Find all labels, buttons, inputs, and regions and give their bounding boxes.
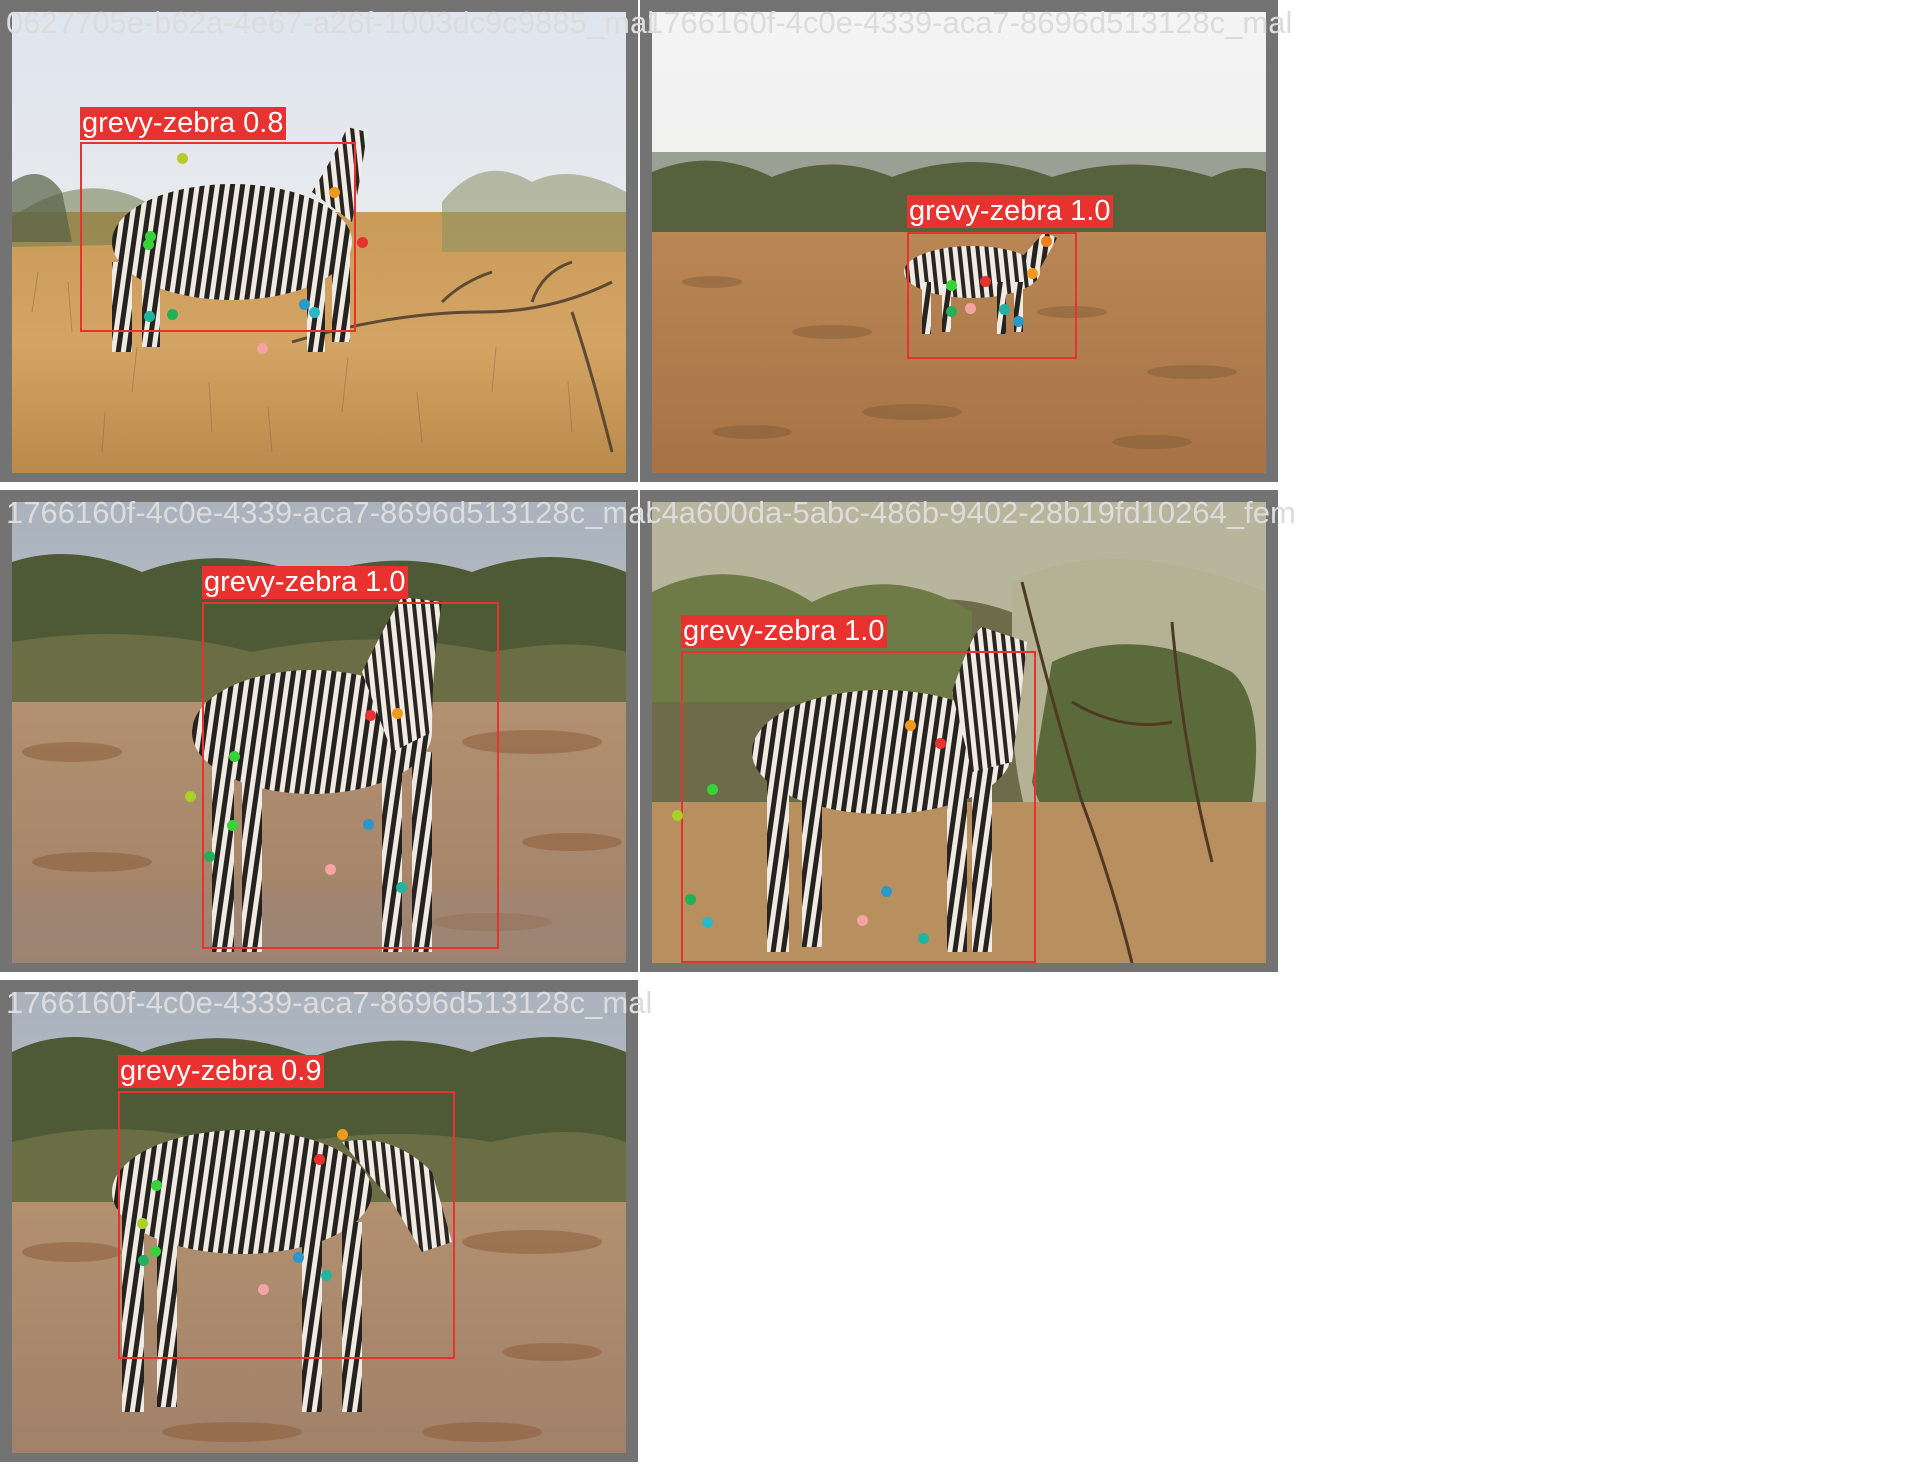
keypoint [905,720,916,731]
keypoint [325,864,336,875]
zebra-photo: grevy-zebra 0.9 [12,992,626,1453]
keypoint [980,276,991,287]
detection-box [907,232,1077,359]
keypoint [999,304,1010,315]
keypoint [702,917,713,928]
keypoint [309,307,320,318]
detection-label: grevy-zebra 1.0 [202,566,408,599]
detection-label: grevy-zebra 0.8 [80,107,286,140]
keypoint [151,1180,162,1191]
keypoint [137,1218,148,1229]
keypoint [257,343,268,354]
image-tile: grevy-zebra 1.0 [0,490,638,972]
zebra-photo: grevy-zebra 1.0 [12,502,626,963]
keypoint [857,915,868,926]
image-tile: grevy-zebra 1.0 [640,490,1278,972]
keypoint [946,306,957,317]
keypoint [935,738,946,749]
zebra-photo: grevy-zebra 1.0 [652,502,1266,963]
keypoint [918,933,929,944]
keypoint [707,784,718,795]
keypoint [145,231,156,242]
zebra-photo: grevy-zebra 0.8 [12,12,626,473]
detection-box [202,602,499,949]
keypoint [321,1270,332,1281]
keypoint [365,710,376,721]
detection-label: grevy-zebra 1.0 [681,615,887,648]
keypoint [258,1284,269,1295]
keypoint [396,882,407,893]
detection-label: grevy-zebra 1.0 [907,195,1113,228]
detection-box [118,1091,455,1359]
keypoint [144,311,155,322]
zebra-photo: grevy-zebra 1.0 [652,12,1266,473]
keypoint [1027,268,1038,279]
detection-label: grevy-zebra 0.9 [118,1055,324,1088]
image-tile: grevy-zebra 0.9 [0,980,638,1462]
keypoint [299,299,310,310]
keypoint [227,820,238,831]
keypoint [143,239,154,250]
keypoint [150,1246,161,1257]
keypoint [329,187,340,198]
keypoint [138,1255,149,1266]
keypoint [392,708,403,719]
keypoint [229,751,240,762]
detection-box [681,651,1036,963]
image-tile: grevy-zebra 1.0 [640,0,1278,482]
keypoint [204,851,215,862]
keypoint [1041,236,1052,247]
keypoint [946,280,957,291]
keypoint [293,1252,304,1263]
keypoint [672,810,683,821]
image-tile: grevy-zebra 0.8 [0,0,638,482]
keypoint [363,819,374,830]
keypoint [177,153,188,164]
detection-box [80,142,356,332]
keypoint [1013,316,1024,327]
keypoint [185,791,196,802]
keypoint [167,309,178,320]
keypoint [337,1129,348,1140]
keypoint [881,886,892,897]
keypoint [685,894,696,905]
keypoint [314,1154,325,1165]
keypoint [357,237,368,248]
keypoint [965,303,976,314]
